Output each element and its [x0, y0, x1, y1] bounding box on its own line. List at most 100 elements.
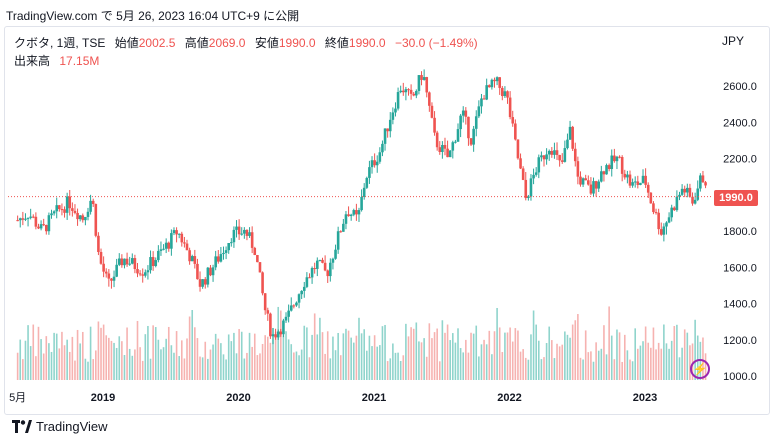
change-value: −30.0 (−1.49%) — [394, 36, 478, 50]
candle-body — [472, 128, 475, 145]
candle-body — [592, 181, 595, 194]
volume-bar — [266, 336, 269, 380]
volume-bar — [55, 333, 58, 380]
candle-body — [24, 218, 27, 220]
volume-bar — [186, 338, 188, 380]
candle-body — [84, 216, 87, 221]
candle-body — [78, 215, 82, 220]
last-price-badge: 1990.0 — [714, 190, 758, 206]
candle-body — [579, 176, 582, 185]
candle-body — [428, 92, 431, 106]
candle-body — [133, 258, 137, 270]
candle-body — [151, 257, 155, 267]
volume-bar — [423, 338, 425, 380]
volume-bar — [298, 355, 300, 380]
candle-body — [641, 175, 645, 183]
candle-body — [620, 157, 624, 174]
volume-bar — [428, 323, 431, 380]
volume-bar — [81, 331, 84, 380]
footer-brand[interactable]: TradingView — [12, 419, 108, 434]
candle-body — [237, 226, 241, 235]
candle-body — [110, 278, 113, 281]
candle-body — [344, 214, 348, 224]
x-tick-label: 5月 — [9, 392, 26, 404]
volume-bar — [178, 356, 180, 380]
candle-body — [474, 116, 478, 129]
candle-body — [138, 273, 142, 275]
lightning-icon[interactable]: ⚡ — [690, 359, 710, 379]
candle-body — [117, 258, 121, 265]
volume-bar — [225, 359, 227, 380]
candle-body — [222, 252, 225, 255]
volume-legend: 出来高 17.15M — [14, 52, 99, 69]
volume-bar — [126, 327, 128, 380]
candle-body — [636, 181, 640, 185]
candle-body — [631, 182, 634, 186]
volume-bar — [631, 361, 634, 380]
candle-body — [589, 184, 593, 194]
candle-body — [170, 233, 173, 249]
candle-body — [464, 110, 468, 117]
candle-body — [438, 147, 442, 153]
candle-body — [146, 270, 150, 273]
volume-bar — [220, 343, 222, 380]
volume-bar — [663, 324, 665, 380]
candle-body — [443, 144, 447, 149]
candle-body — [44, 225, 48, 232]
volume-bar — [660, 348, 663, 380]
volume-bar — [352, 342, 355, 380]
candle-body — [657, 212, 660, 230]
volume-bar — [74, 360, 76, 380]
candle-body — [253, 247, 257, 256]
volume-bar — [376, 346, 379, 380]
volume-bar — [386, 361, 389, 380]
candle-body — [120, 258, 124, 266]
candle-body — [573, 148, 577, 162]
candle-body — [594, 181, 598, 189]
candle-body — [563, 148, 567, 162]
volume-bar — [274, 331, 277, 380]
volume-bar — [337, 332, 339, 380]
volume-bar — [470, 332, 472, 380]
candle-body — [336, 231, 340, 250]
volume-bar — [410, 327, 412, 380]
candle-body — [71, 208, 74, 211]
candle-body — [633, 181, 637, 183]
volume-bar — [595, 342, 597, 380]
candle-body — [130, 258, 134, 264]
volume-bar — [530, 334, 532, 380]
candle-body — [704, 182, 707, 186]
volume-bar — [431, 338, 433, 380]
volume-bar — [173, 352, 175, 380]
x-tick-label: 2021 — [362, 392, 386, 404]
volume-bar — [368, 335, 371, 380]
candle-body — [542, 155, 546, 160]
currency-label: JPY — [722, 34, 745, 48]
candle-body — [540, 155, 543, 158]
volume-bar — [217, 338, 220, 380]
candle-body — [581, 178, 585, 185]
volume-bar — [149, 358, 152, 380]
candle-body — [243, 229, 246, 234]
candle-body — [626, 174, 629, 178]
candle-body — [37, 226, 40, 229]
candle-body — [422, 77, 426, 80]
volume-bar — [339, 355, 342, 380]
candle-body — [701, 175, 705, 183]
symbol-label[interactable]: クボタ, 1週, TSE — [14, 36, 106, 50]
candle-body — [302, 286, 306, 291]
candle-body — [688, 187, 692, 197]
volume-bar — [483, 339, 485, 380]
candle-body — [435, 132, 439, 148]
candle-body — [683, 188, 687, 193]
candle-body — [334, 249, 337, 259]
candle-body — [89, 200, 92, 212]
volume-bar — [290, 344, 293, 380]
candle-body — [576, 161, 580, 177]
volume-bar — [84, 358, 87, 380]
volume-bar — [524, 357, 527, 380]
volume-bar — [222, 354, 225, 380]
volume-bar — [358, 317, 360, 380]
volume-bar — [582, 359, 584, 380]
